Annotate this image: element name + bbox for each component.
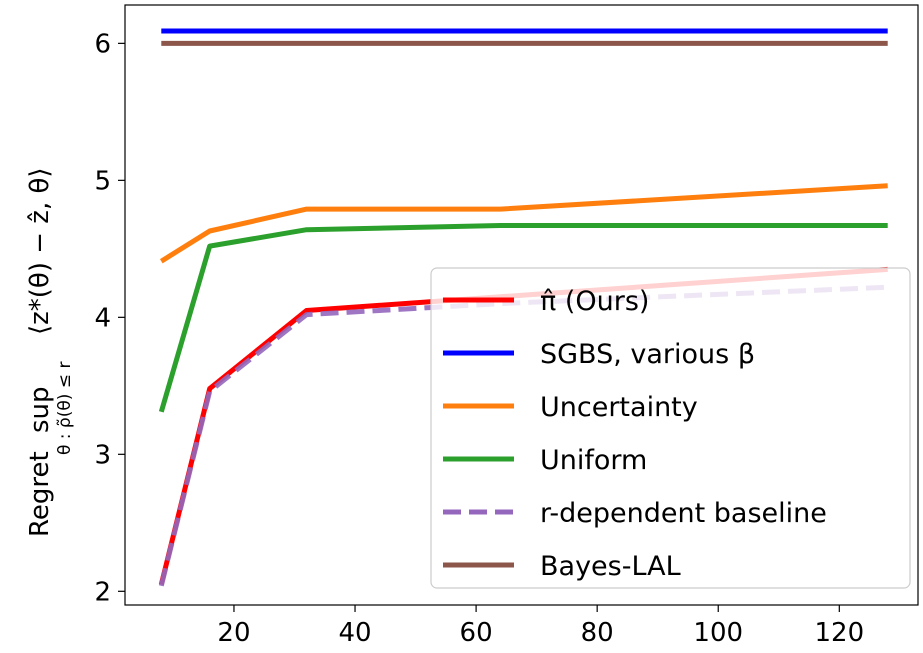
series-line-uncertainty	[159, 183, 888, 264]
x-tick-label: 60	[460, 618, 493, 648]
y-tick-label: 2	[94, 577, 111, 607]
y-tick-label: 6	[94, 29, 111, 59]
legend-items: π̂ (Ours) SGBS, various β Uncertainty Unifo…	[443, 286, 827, 582]
y-axis-label-operator: sup	[25, 386, 55, 433]
x-tick-label: 120	[814, 618, 864, 648]
axes-frame	[124, 4, 919, 606]
legend-label: SGBS, various β	[540, 339, 755, 370]
legend-label: Uniform	[540, 445, 647, 476]
legend-label: Uncertainty	[540, 392, 698, 423]
legend: π̂ (Ours) SGBS, various β Uncertainty Unifo…	[430, 267, 911, 589]
x-tick-label: 40	[338, 618, 371, 648]
y-tick-label: 4	[94, 303, 111, 333]
series-line-r-dependent-baseline	[158, 284, 888, 587]
y-axis-label-prefix: Regret	[25, 451, 55, 537]
y-axis-label: Regret sup θ : ρ̃(θ) ≤ r ⟨z*(θ) − ẑ, θ⟩	[25, 167, 75, 537]
y-tick-label: 5	[94, 166, 111, 196]
y-axis: 2 3 4 5 6	[94, 29, 125, 607]
x-tick-label: 80	[581, 618, 614, 648]
legend-label: Bayes-LAL	[540, 551, 681, 582]
x-tick-label: 100	[693, 618, 743, 648]
y-axis-label-subscript: θ : ρ̃(θ) ≤ r	[55, 362, 75, 455]
legend-box	[430, 267, 911, 589]
y-tick-label: 3	[94, 440, 111, 470]
x-axis: 20 40 60 80 100 120	[217, 605, 864, 648]
series-line-uniform	[158, 223, 888, 413]
legend-label: r-dependent baseline	[540, 498, 827, 529]
y-axis-label-expression: ⟨z*(θ) − ẑ, θ⟩	[25, 167, 55, 335]
legend-label: π̂ (Ours)	[540, 286, 649, 317]
x-tick-label: 20	[217, 618, 250, 648]
